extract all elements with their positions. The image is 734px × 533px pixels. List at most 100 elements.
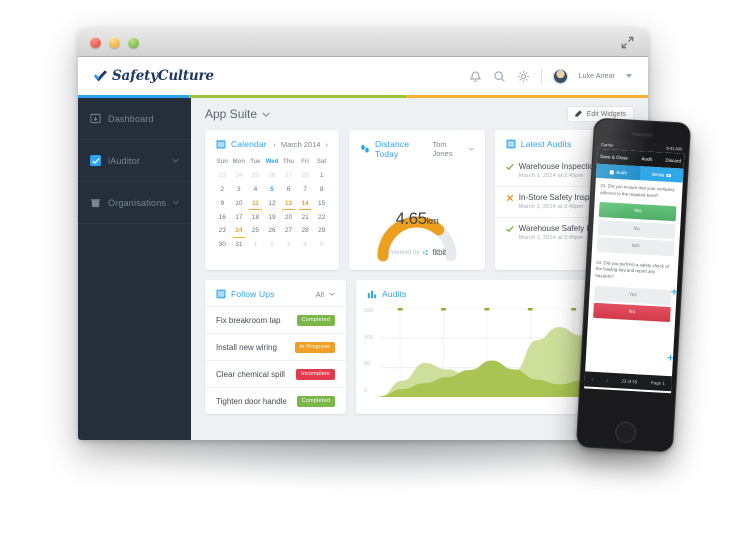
audit-list-item[interactable]: In-Store Safety Inspection March 1, 2014 … bbox=[494, 186, 634, 217]
calendar-day[interactable]: 24 bbox=[235, 172, 243, 180]
main-content: App Suite Edit Widgets Calendar bbox=[191, 98, 648, 440]
follow-ups-filter-dropdown[interactable]: All bbox=[316, 290, 335, 299]
calendar-next-button[interactable]: › bbox=[325, 139, 328, 149]
phone-q2-option-yes[interactable]: Yes bbox=[594, 285, 672, 305]
calendar-day[interactable]: 16 bbox=[218, 213, 226, 221]
calendar-day[interactable]: 26 bbox=[268, 172, 276, 180]
calendar-day[interactable]: 18 bbox=[251, 213, 260, 221]
sidebar-item-label: iAuditor bbox=[108, 155, 141, 166]
save-and-close-button[interactable]: Save & Close bbox=[599, 153, 629, 161]
calendar-day[interactable]: 13 bbox=[280, 196, 297, 210]
tab-media[interactable]: Media bbox=[639, 166, 683, 182]
organisation-icon bbox=[90, 199, 101, 208]
calendar-day[interactable]: 7 bbox=[303, 185, 307, 193]
calendar-day[interactable]: 2 bbox=[220, 185, 225, 193]
calendar-day[interactable]: 5 bbox=[319, 241, 324, 249]
phone-q2-option-no[interactable]: No bbox=[593, 302, 671, 323]
follow-up-row[interactable]: Install new wiring In Progress bbox=[205, 333, 346, 360]
calendar-day[interactable]: 30 bbox=[218, 241, 226, 249]
calendar-day[interactable]: 1 bbox=[319, 172, 324, 180]
calendar-day[interactable]: 24 bbox=[231, 224, 248, 238]
calendar-day[interactable]: 31 bbox=[235, 241, 243, 249]
calendar-day[interactable]: 4 bbox=[303, 241, 307, 249]
brand-logo[interactable]: SafetyCulture bbox=[94, 68, 214, 84]
bell-icon[interactable] bbox=[469, 70, 482, 83]
calendar-dayname: Sat bbox=[316, 159, 327, 166]
chevron-down-icon[interactable] bbox=[173, 200, 179, 205]
minimize-window-button[interactable] bbox=[109, 37, 120, 48]
sidebar-item-iauditor[interactable]: iAuditor bbox=[78, 140, 191, 182]
distance-person-dropdown[interactable]: Tom Jones bbox=[432, 140, 474, 158]
calendar-day[interactable]: 25 bbox=[251, 227, 260, 235]
chart-marker bbox=[397, 308, 403, 311]
chevron-down-icon[interactable] bbox=[172, 158, 179, 163]
plus-icon[interactable] bbox=[670, 288, 678, 295]
calendar-day[interactable]: 25 bbox=[251, 172, 260, 180]
phone-prev-button[interactable]: ‹ bbox=[591, 376, 594, 382]
calendar-daynames: Sun Mon Tue Wed Thu Fri Sat bbox=[214, 156, 330, 169]
tab-audit[interactable]: Audit bbox=[595, 163, 641, 181]
zoom-window-button[interactable] bbox=[128, 37, 139, 48]
search-icon[interactable] bbox=[493, 70, 506, 83]
expand-arrows-icon[interactable] bbox=[620, 35, 635, 50]
sidebar-item-dashboard[interactable]: Dashboard bbox=[78, 98, 191, 140]
close-window-button[interactable] bbox=[90, 37, 101, 48]
sidebar-item-organisations[interactable]: Organisations bbox=[78, 182, 191, 224]
calendar-day[interactable]: 4 bbox=[253, 185, 258, 193]
calendar-prev-button[interactable]: ‹ bbox=[273, 139, 276, 149]
calendar-day[interactable]: 9 bbox=[220, 199, 225, 207]
phone-q1-option-yes[interactable]: Yes bbox=[598, 202, 677, 222]
audit-list-item[interactable]: Warehouse Safety Inspection March 1, 2014… bbox=[494, 217, 634, 248]
calendar-day[interactable]: 3 bbox=[286, 241, 291, 249]
avatar[interactable] bbox=[552, 68, 568, 84]
follow-up-task: Install new wiring bbox=[216, 342, 277, 352]
distance-person-label: Tom Jones bbox=[432, 140, 453, 158]
calendar-day[interactable]: 3 bbox=[237, 185, 241, 193]
follow-ups-header: Follow Ups All bbox=[205, 280, 346, 306]
calendar-day[interactable]: 26 bbox=[268, 227, 276, 235]
calendar-day[interactable]: 2 bbox=[270, 241, 274, 249]
phone-q1-option-na[interactable]: N/A bbox=[596, 237, 675, 257]
calendar-day[interactable]: 27 bbox=[284, 227, 293, 235]
calendar-day[interactable]: 19 bbox=[268, 213, 276, 221]
calendar-day[interactable]: 15 bbox=[318, 199, 326, 207]
plus-icon[interactable] bbox=[667, 354, 674, 361]
calendar-day[interactable]: 5 bbox=[270, 185, 274, 193]
calendar-day[interactable]: 21 bbox=[301, 213, 309, 221]
follow-up-task: Clear chemical spill bbox=[216, 369, 285, 379]
calendar-day[interactable]: 22 bbox=[318, 213, 326, 221]
calendar-day[interactable]: 29 bbox=[318, 227, 326, 235]
audit-list-item[interactable]: Warehouse Inspection March 1, 2014 at 2:4… bbox=[495, 156, 634, 186]
chevron-down-icon[interactable] bbox=[626, 74, 632, 78]
main-toolbar: App Suite Edit Widgets bbox=[191, 98, 648, 130]
gear-icon[interactable] bbox=[517, 70, 530, 83]
calendar-day[interactable]: 11 bbox=[247, 196, 264, 210]
status-badge: Completed bbox=[296, 314, 335, 326]
phone-q1-option-no[interactable]: No bbox=[597, 219, 676, 239]
app-suite-dropdown[interactable]: App Suite bbox=[205, 107, 270, 121]
calendar-day[interactable]: 23 bbox=[218, 172, 226, 180]
camera-icon bbox=[666, 173, 671, 177]
calendar-day[interactable]: 12 bbox=[268, 199, 276, 207]
calendar-day[interactable]: 17 bbox=[235, 213, 243, 221]
calendar-day[interactable]: 14 bbox=[297, 196, 314, 210]
discard-button[interactable]: Discard bbox=[665, 157, 682, 164]
chart-marker bbox=[441, 308, 446, 311]
calendar-day[interactable]: 8 bbox=[319, 185, 324, 193]
brand-name: SafetyCulture bbox=[112, 68, 214, 84]
calendar-day[interactable]: 1 bbox=[253, 241, 258, 249]
calendar-day[interactable]: 23 bbox=[218, 227, 226, 235]
follow-up-row[interactable]: Tighten door handle Completed bbox=[205, 387, 346, 414]
tab-media-label: Media bbox=[651, 171, 665, 178]
phone-next-button[interactable]: › bbox=[606, 377, 609, 383]
follow-up-row[interactable]: Clear chemical spill Incomplete bbox=[205, 360, 346, 387]
calendar-day[interactable]: 20 bbox=[284, 213, 293, 221]
calendar-day[interactable]: 6 bbox=[286, 185, 291, 193]
follow-up-row[interactable]: Fix breakroom tap Completed bbox=[205, 306, 346, 333]
dashboard-icon bbox=[90, 113, 101, 124]
calendar-day[interactable]: 27 bbox=[284, 172, 293, 180]
calendar-day[interactable]: 28 bbox=[301, 172, 309, 180]
sidebar-item-label: Dashboard bbox=[108, 113, 154, 124]
calendar-day[interactable]: 28 bbox=[301, 227, 309, 235]
calendar-day[interactable]: 10 bbox=[235, 199, 243, 207]
